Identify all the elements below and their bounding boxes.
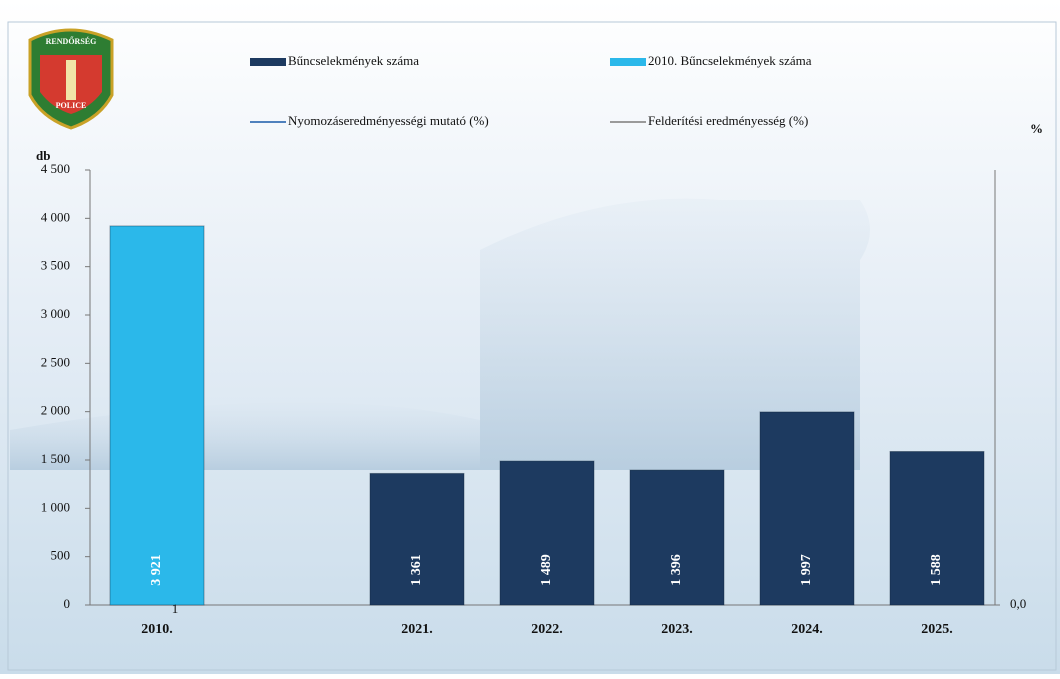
logo-bottom: POLICE [56, 101, 87, 110]
y-axis-label: db [36, 148, 50, 163]
y-tick-label: 500 [51, 548, 71, 563]
annotation: 1 [172, 601, 179, 616]
bar [629, 469, 725, 606]
legend-label: Nyomozáseredményességi mutató (%) [288, 113, 489, 128]
x-tick-label: 2025. [921, 622, 953, 637]
data-label: 1 997 [799, 554, 814, 586]
data-label: 1 588 [929, 554, 944, 586]
logo: RENDŐRSÉG POLICE [28, 28, 114, 130]
y-tick-label: 3 500 [41, 258, 70, 273]
y-tick-label: 4 500 [41, 161, 70, 176]
bar [109, 225, 205, 606]
logo-top: RENDŐRSÉG [46, 36, 97, 46]
data-label: 1 396 [669, 554, 684, 586]
y-tick-label: 4 000 [41, 209, 70, 224]
legend-label: Bűncselekmények száma [288, 53, 419, 68]
legend-label: 2010. Bűncselekmények száma [648, 53, 812, 68]
data-label: 1 361 [409, 554, 424, 586]
legend-label: Felderítési eredményesség (%) [648, 113, 808, 128]
y-tick-label: 0 [64, 596, 71, 611]
building-bg [480, 198, 870, 471]
bar [499, 460, 595, 606]
y2-axis-label: % [1030, 121, 1043, 136]
bar [759, 411, 855, 606]
x-tick-label: 2023. [661, 622, 693, 637]
y-tick-label: 2 000 [41, 403, 70, 418]
bar [889, 450, 985, 606]
y-tick-label: 1 000 [41, 499, 70, 514]
y-tick-label: 1 500 [41, 451, 70, 466]
bar [369, 472, 465, 606]
x-tick-label: 2010. [141, 622, 173, 637]
legend-swatch [610, 58, 646, 66]
y-tick-label: 3 000 [41, 306, 70, 321]
y2-tick-label: 0,0 [1010, 596, 1026, 611]
data-label: 1 489 [539, 554, 554, 586]
data-label: 3 921 [149, 554, 164, 586]
x-tick-label: 2024. [791, 622, 823, 637]
x-tick-label: 2021. [401, 622, 433, 637]
x-tick-label: 2022. [531, 622, 563, 637]
frame [7, 21, 1057, 671]
y-tick-label: 2 500 [41, 354, 70, 369]
legend-swatch [250, 58, 286, 66]
